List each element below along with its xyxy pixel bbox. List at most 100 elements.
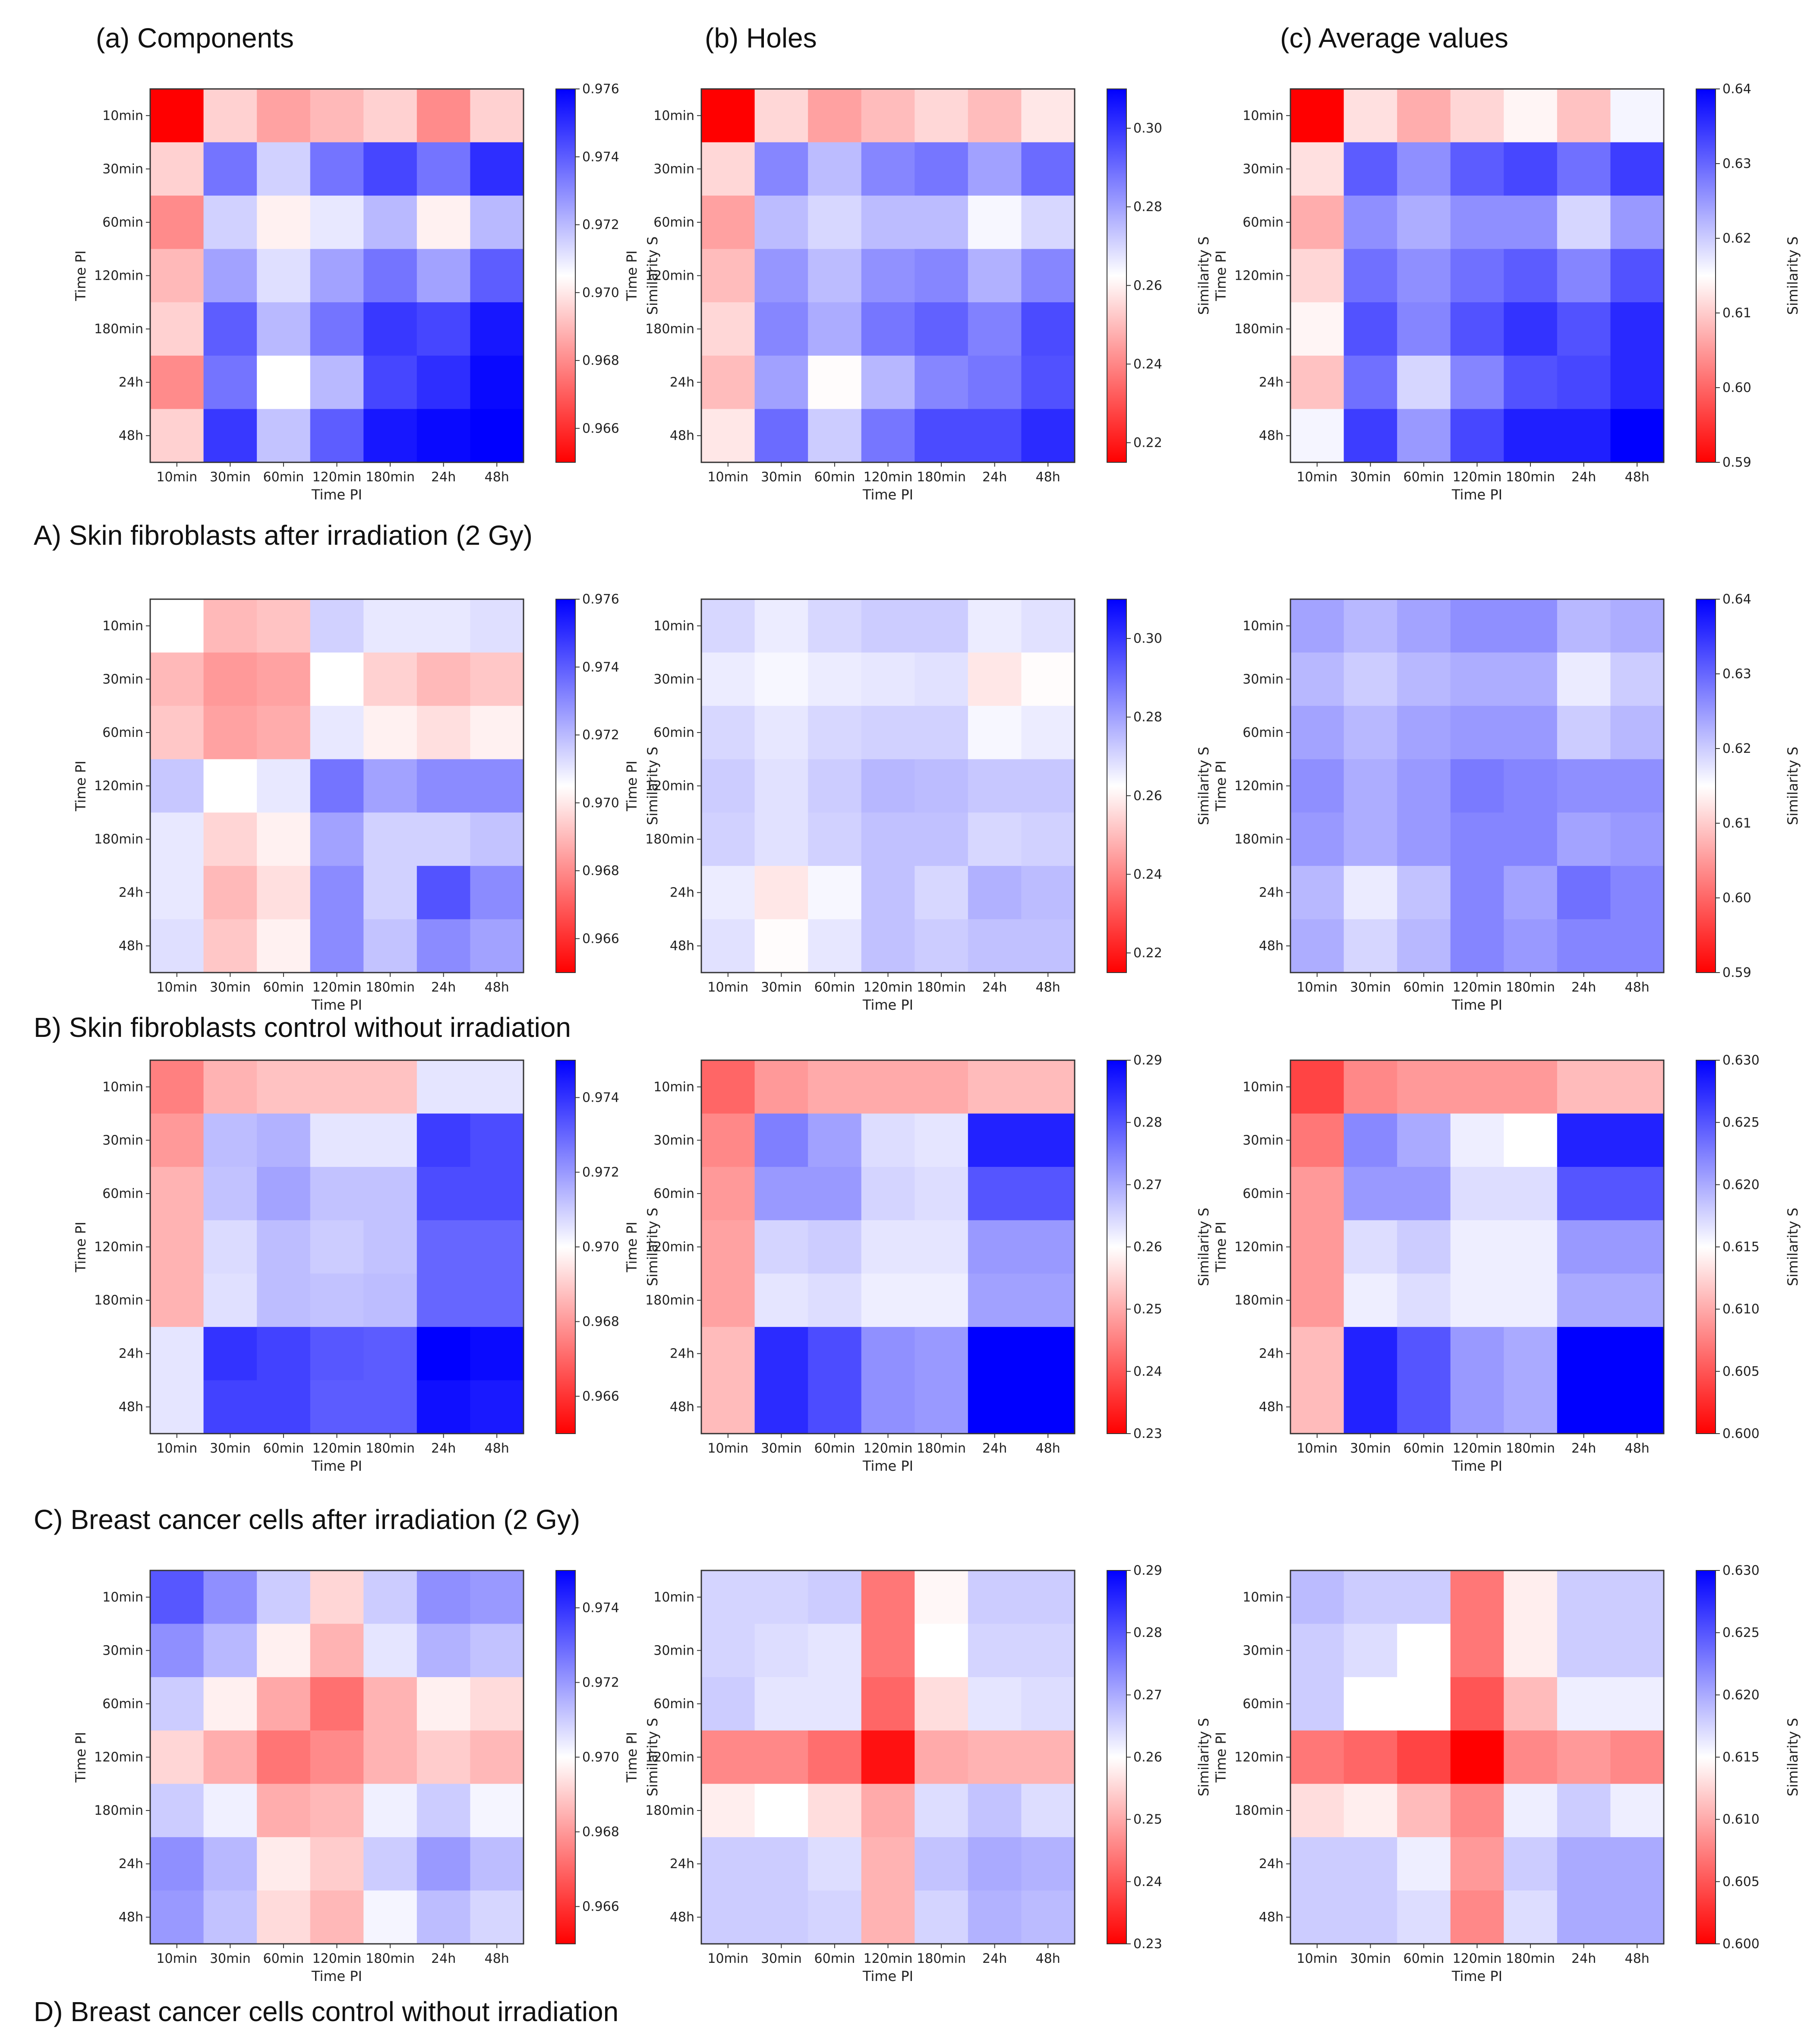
cell-a-average-values-r2-c6 — [1610, 196, 1664, 250]
colorbar-label-c-components: Similarity S — [644, 1208, 661, 1286]
cell-b-average-values-r1-c5 — [1557, 652, 1611, 706]
cell-c-average-values-r6-c0 — [1290, 1380, 1344, 1434]
colorbar-tick-label-a-holes: 0.28 — [1133, 199, 1162, 215]
colorbar-label-a-average-values: Similarity S — [1785, 237, 1801, 315]
cell-a-average-values-r5-c6 — [1610, 355, 1664, 410]
x-axis-label-c-average-values: Time PI — [1451, 1458, 1502, 1474]
cell-b-average-values-r3-c2 — [1397, 759, 1451, 813]
colorbar-tick-label-c-holes: 0.25 — [1133, 1302, 1162, 1317]
cell-c-holes-r6-c4 — [915, 1380, 968, 1434]
cell-d-holes-r0-c1 — [754, 1570, 808, 1624]
cell-b-components-r3-c4 — [363, 759, 417, 813]
y-tick-label-c-components: 60min — [102, 1186, 143, 1201]
cell-a-components-r6-c1 — [203, 409, 257, 463]
cell-b-holes-r1-c2 — [808, 652, 862, 706]
heatmap-d-average-values: 10min 10min 30min 30min 60min 60min 120min 120m… — [1213, 1563, 1801, 1984]
cell-b-holes-r5-c4 — [915, 866, 968, 920]
y-tick-label-a-components: 24h — [119, 375, 143, 390]
cell-d-holes-r6-c1 — [754, 1890, 808, 1944]
x-tick-label-d-components: 10min — [156, 1951, 197, 1966]
y-tick-label-b-average-values: 30min — [1243, 672, 1284, 687]
cell-d-components-r0-c6 — [470, 1570, 524, 1624]
cell-a-components-r2-c3 — [310, 196, 364, 250]
cell-a-holes-r2-c5 — [968, 196, 1022, 250]
cell-d-average-values-r4-c1 — [1344, 1784, 1397, 1838]
y-tick-label-b-average-values: 48h — [1259, 938, 1284, 954]
cell-a-average-values-r6-c1 — [1344, 409, 1397, 463]
cell-c-holes-r1-c0 — [701, 1113, 755, 1167]
cell-c-components-r4-c4 — [363, 1273, 417, 1327]
cell-b-holes-r6-c3 — [861, 919, 915, 973]
cell-c-holes-r5-c5 — [968, 1327, 1022, 1381]
cell-c-average-values-r0-c5 — [1557, 1060, 1611, 1114]
cell-a-components-r0-c4 — [363, 89, 417, 143]
cell-a-components-r2-c4 — [363, 196, 417, 250]
colorbar-tick-label-c-components: 0.974 — [582, 1090, 619, 1106]
cell-b-average-values-r2-c1 — [1344, 706, 1397, 760]
x-tick-label-c-holes: 10min — [707, 1441, 748, 1456]
cell-a-components-r2-c5 — [416, 196, 471, 250]
cell-b-components-r0-c0 — [150, 599, 204, 653]
y-tick-label-b-average-values: 120min — [1234, 779, 1284, 794]
cell-b-average-values-r4-c5 — [1557, 812, 1611, 866]
colorbar-tick-label-a-average-values: 0.59 — [1722, 455, 1751, 470]
cell-d-holes-r1-c5 — [968, 1624, 1022, 1678]
cell-c-holes-r6-c1 — [754, 1380, 808, 1434]
cell-c-average-values-r6-c1 — [1344, 1380, 1397, 1434]
cell-d-components-r1-c5 — [416, 1624, 471, 1678]
cell-c-holes-r3-c5 — [968, 1220, 1022, 1274]
colorbar-label-b-components: Similarity S — [644, 747, 661, 825]
cell-c-holes-r6-c0 — [701, 1380, 755, 1434]
x-tick-label-d-average-values: 30min — [1350, 1951, 1391, 1966]
y-tick-label-d-components: 30min — [102, 1643, 143, 1658]
y-tick-label-c-components: 180min — [94, 1293, 143, 1308]
colorbar-tick-label-a-average-values: 0.62 — [1722, 231, 1751, 246]
cell-b-holes-r4-c4 — [915, 812, 968, 866]
cell-a-holes-r2-c2 — [808, 196, 862, 250]
cell-a-holes-r6-c0 — [701, 409, 755, 463]
cell-a-components-r0-c3 — [310, 89, 364, 143]
cell-d-components-r4-c1 — [203, 1784, 257, 1838]
cell-a-components-r1-c6 — [470, 142, 524, 196]
heatmap-b-holes: 10min 10min 30min 30min 60min 60min 120min 120m… — [624, 598, 1212, 1013]
cell-a-holes-r3-c4 — [915, 249, 968, 303]
cell-b-components-r3-c5 — [416, 759, 471, 813]
cell-c-holes-r3-c2 — [808, 1220, 862, 1274]
cell-b-components-r1-c4 — [363, 652, 417, 706]
cell-a-holes-r1-c6 — [1021, 142, 1075, 196]
cell-a-average-values-r5-c5 — [1557, 355, 1611, 410]
cell-b-average-values-r6-c4 — [1504, 919, 1558, 973]
cell-c-holes-r0-c6 — [1021, 1060, 1075, 1114]
cell-d-components-r5-c6 — [470, 1837, 524, 1891]
y-tick-label-a-average-values: 10min — [1243, 108, 1284, 123]
cell-c-average-values-r6-c3 — [1450, 1380, 1504, 1434]
cell-d-holes-r4-c1 — [754, 1784, 808, 1838]
cell-d-average-values-r4-c5 — [1557, 1784, 1611, 1838]
colorbar-tick-label-c-average-values: 0.625 — [1722, 1115, 1760, 1130]
cell-a-average-values-r4-c3 — [1450, 302, 1504, 356]
cell-c-holes-r3-c0 — [701, 1220, 755, 1274]
cell-c-components-r6-c6 — [470, 1380, 524, 1434]
y-tick-label-c-components: 120min — [94, 1240, 143, 1255]
cell-b-components-r2-c4 — [363, 706, 417, 760]
y-tick-label-c-average-values: 120min — [1234, 1240, 1284, 1255]
colorbar-tick-label-b-holes: 0.28 — [1133, 710, 1162, 725]
colorbar-tick-label-a-holes: 0.24 — [1133, 357, 1162, 372]
cell-b-components-r1-c5 — [416, 652, 471, 706]
y-tick-label-d-holes: 48h — [670, 1910, 694, 1925]
cell-c-average-values-r2-c5 — [1557, 1167, 1611, 1221]
cell-a-average-values-r3-c2 — [1397, 249, 1451, 303]
cell-b-average-values-r6-c0 — [1290, 919, 1344, 973]
cell-c-holes-r1-c1 — [754, 1113, 808, 1167]
cell-c-average-values-r2-c1 — [1344, 1167, 1397, 1221]
cell-c-average-values-r5-c1 — [1344, 1327, 1397, 1381]
x-tick-label-c-components: 24h — [431, 1441, 456, 1456]
cell-c-holes-r1-c3 — [861, 1113, 915, 1167]
cell-d-components-r2-c1 — [203, 1677, 257, 1731]
x-tick-label-a-holes: 48h — [1036, 470, 1060, 485]
x-tick-label-a-average-values: 60min — [1404, 470, 1445, 485]
cell-b-average-values-r4-c3 — [1450, 812, 1504, 866]
cell-b-holes-r1-c4 — [915, 652, 968, 706]
cell-a-average-values-r5-c4 — [1504, 355, 1558, 410]
y-tick-label-d-average-values: 10min — [1243, 1590, 1284, 1605]
